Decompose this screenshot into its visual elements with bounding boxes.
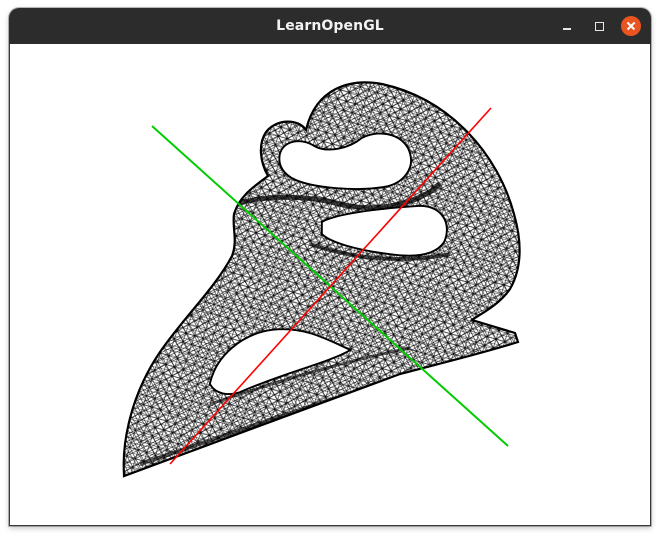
x-axis-line xyxy=(169,107,492,465)
close-icon xyxy=(621,16,641,36)
app-window: LearnOpenGL xyxy=(9,8,651,526)
wireframe-scene xyxy=(122,81,521,478)
close-button[interactable] xyxy=(619,14,643,38)
maximize-icon xyxy=(594,21,604,31)
mesh-model xyxy=(122,81,521,478)
maximize-button[interactable] xyxy=(587,14,611,38)
minimize-button[interactable] xyxy=(555,14,579,38)
window-title: LearnOpenGL xyxy=(276,18,384,34)
title-bar[interactable]: LearnOpenGL xyxy=(9,8,651,44)
opengl-viewport[interactable] xyxy=(9,44,651,526)
minimize-icon xyxy=(563,28,571,30)
